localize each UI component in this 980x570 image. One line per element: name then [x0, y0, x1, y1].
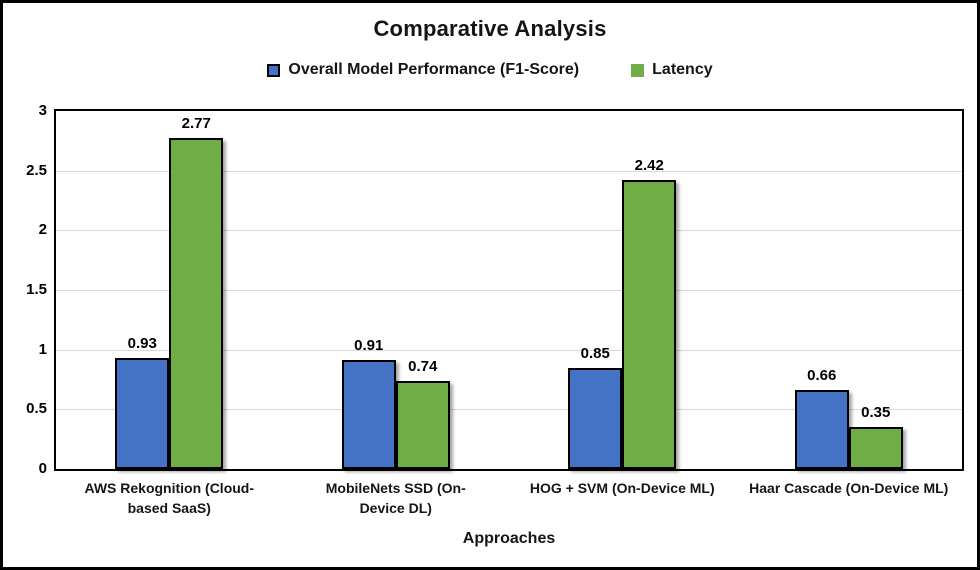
bar-f1-0	[115, 358, 170, 469]
bar-latency-3	[848, 427, 903, 469]
chart-title: Comparative Analysis	[373, 16, 607, 41]
category-label: Haar Cascade (On-Device ML)	[749, 480, 949, 496]
legend: Overall Model Performance (F1-Score) Late…	[3, 61, 977, 79]
y-tick-label: 0	[38, 460, 47, 477]
bar-value-label: 0.85	[580, 344, 610, 362]
category-label: AWS Rekognition (Cloud-based SaaS)	[84, 480, 255, 517]
y-tick-label: 2.5	[26, 161, 47, 179]
bar-value-label: 0.93	[127, 335, 157, 353]
y-tick-label: 1	[38, 340, 47, 358]
gridline	[56, 290, 962, 291]
legend-swatch-latency	[631, 63, 645, 77]
y-tick-label: 0.5	[26, 400, 47, 418]
bar-latency-2	[622, 180, 677, 469]
y-tick-label: 2	[38, 221, 47, 239]
gridline	[56, 349, 962, 351]
bar-latency-1	[395, 380, 450, 469]
y-tick-label: 3	[38, 102, 47, 119]
legend-label: Latency	[652, 61, 713, 78]
bar-value-label: 0.35	[861, 404, 891, 422]
bar-f1-1	[341, 360, 396, 469]
bar-latency-0	[169, 138, 224, 469]
legend-swatch-f1	[267, 63, 281, 77]
gridline	[56, 170, 962, 172]
bar-value-label: 0.91	[354, 337, 384, 355]
legend-item: Overall Model Performance (F1-Score)	[267, 61, 579, 79]
bar-f1-3	[794, 390, 849, 469]
legend-label: Overall Model Performance (F1-Score)	[288, 61, 580, 78]
category-label: MobileNets SSD (On-Device DL)	[325, 480, 466, 517]
bar-value-label: 0.74	[408, 357, 438, 375]
bar-value-label: 2.42	[634, 157, 664, 175]
bar-value-label: 2.77	[181, 115, 211, 133]
legend-item: Latency	[631, 61, 713, 79]
category-label: HOG + SVM (On-Device ML)	[529, 480, 715, 496]
bar-f1-2	[568, 367, 623, 469]
plot-area: 0.93 2.77 0.91 0.74 0.85 2.42 0.66 0.35	[54, 109, 964, 471]
y-tick-label: 1.5	[26, 281, 47, 298]
bar-value-label: 0.66	[807, 367, 837, 385]
x-axis-title: Approaches	[462, 530, 556, 547]
gridline	[56, 409, 962, 411]
gridline	[56, 230, 962, 232]
